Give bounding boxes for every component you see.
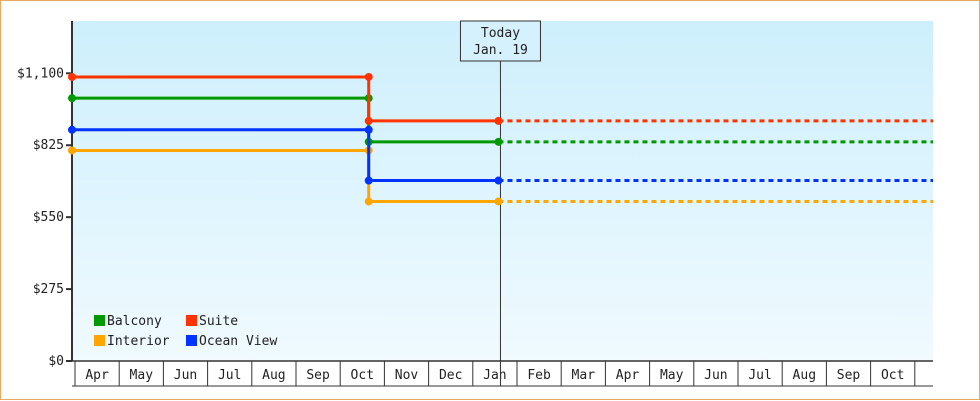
data-point (68, 146, 76, 155)
x-tick-label: Aug (793, 368, 816, 383)
x-tick-label: Jan (483, 368, 506, 383)
data-point (494, 176, 503, 185)
legend-label: Interior (107, 334, 170, 349)
x-tick-label: Sep (306, 368, 330, 383)
x-tick-label: Aug (262, 368, 285, 383)
x-tick-label: Jun (174, 368, 197, 383)
x-tick-label: May (660, 368, 684, 383)
legend-swatch (186, 315, 197, 326)
x-tick-label: Jul (218, 368, 241, 383)
legend-swatch (94, 315, 105, 326)
x-tick-label: Mar (572, 368, 596, 383)
legend-label: Suite (199, 314, 238, 329)
data-point (364, 125, 373, 134)
y-tick-label: $275 (33, 282, 64, 297)
x-tick-label: May (130, 368, 154, 383)
data-point (68, 72, 76, 81)
x-tick-label: Oct (881, 368, 904, 383)
legend-label: Balcony (107, 314, 162, 329)
today-label: Today (481, 26, 520, 41)
legend-swatch (94, 335, 105, 346)
data-point (364, 176, 373, 185)
x-tick-label: Apr (616, 368, 640, 383)
today-date: Jan. 19 (473, 43, 528, 58)
series-line-suite (72, 75, 499, 123)
x-tick-label: Apr (85, 368, 109, 383)
y-tick-label: $1,100 (17, 66, 64, 81)
x-tick-label: Sep (837, 368, 861, 383)
data-point (364, 72, 373, 81)
y-tick-label: $550 (33, 210, 64, 225)
data-point (494, 137, 503, 146)
y-tick-label: $0 (48, 354, 64, 369)
legend-label: Ocean View (199, 334, 277, 349)
data-point (68, 125, 76, 134)
y-tick-label: $825 (33, 138, 64, 153)
x-tick-label: Jul (748, 368, 771, 383)
x-tick-label: Feb (527, 368, 551, 383)
data-point (68, 94, 76, 103)
plot-area (72, 21, 933, 361)
x-tick-label: Oct (351, 368, 374, 383)
x-tick-label: Nov (395, 368, 419, 383)
x-tick-label: Jun (704, 368, 727, 383)
data-point (494, 116, 503, 125)
data-point (364, 116, 373, 125)
today-box (459, 20, 541, 62)
series-line-ocean-view (72, 128, 499, 183)
x-tick-label: Dec (439, 368, 462, 383)
data-point (364, 197, 373, 206)
data-point (494, 197, 503, 206)
legend-swatch (186, 335, 197, 346)
